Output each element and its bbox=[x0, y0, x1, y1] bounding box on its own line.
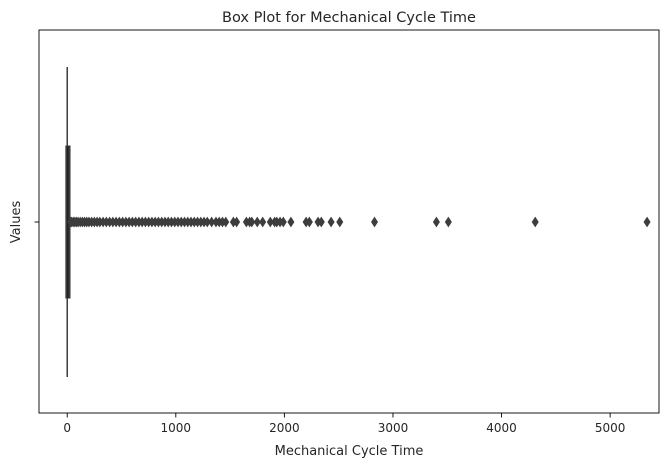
outlier-point bbox=[432, 216, 440, 228]
outlier-point bbox=[287, 216, 295, 228]
x-tick-label: 5000 bbox=[595, 421, 626, 435]
outlier-point bbox=[327, 216, 335, 228]
outlier-point bbox=[279, 216, 287, 228]
outlier-point bbox=[317, 216, 325, 228]
outlier-point bbox=[253, 216, 261, 228]
outlier-point bbox=[259, 216, 267, 228]
plot-frame bbox=[38, 29, 660, 414]
outlier-point bbox=[643, 216, 651, 228]
x-tick-label: 2000 bbox=[269, 421, 300, 435]
x-tick-label: 1000 bbox=[161, 421, 192, 435]
x-tick-label: 3000 bbox=[378, 421, 409, 435]
x-axis-ticks: 0 1000 2000 3000 4000 5000 bbox=[63, 413, 625, 435]
outlier-point bbox=[305, 216, 313, 228]
outlier-point bbox=[222, 216, 230, 228]
x-tick-label: 0 bbox=[63, 421, 71, 435]
outlier-layer bbox=[66, 216, 651, 228]
outlier-point bbox=[371, 216, 379, 228]
outlier-point bbox=[531, 216, 539, 228]
chart-title: Box Plot for Mechanical Cycle Time bbox=[222, 10, 476, 26]
x-axis-label: Mechanical Cycle Time bbox=[275, 444, 424, 459]
x-tick-label: 4000 bbox=[486, 421, 517, 435]
outlier-point bbox=[233, 216, 241, 228]
outlier-point bbox=[248, 216, 256, 228]
outlier-point bbox=[336, 216, 344, 228]
outlier-point bbox=[444, 216, 452, 228]
y-axis-label: Values bbox=[9, 201, 24, 244]
